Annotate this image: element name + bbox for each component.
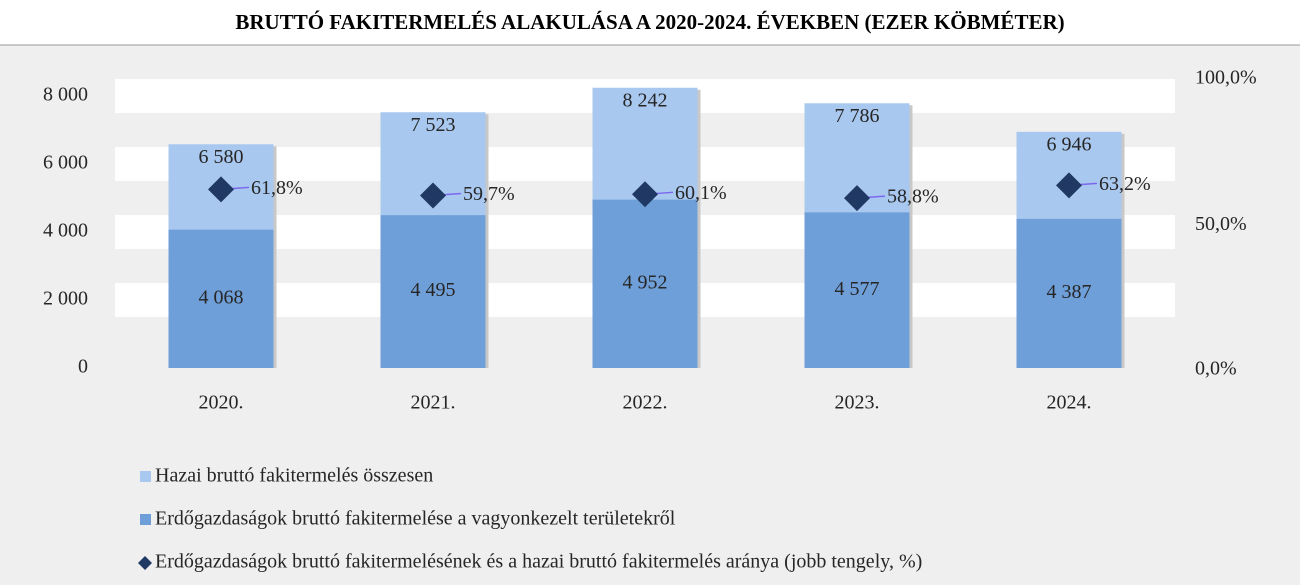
marker bbox=[208, 176, 234, 203]
y-tick-label: 4 000 bbox=[43, 220, 88, 242]
bar bbox=[592, 199, 698, 368]
data-label: 6 946 bbox=[1047, 133, 1092, 155]
y2-tick-label: 100,0% bbox=[1195, 67, 1257, 89]
bar bbox=[168, 229, 274, 368]
legend-label: Hazai bruttó fakitermelés összesen bbox=[155, 465, 433, 487]
data-label: 61,8% bbox=[251, 177, 303, 199]
y-tick-label: 6 000 bbox=[43, 152, 88, 174]
legend-swatch bbox=[140, 471, 151, 482]
marker bbox=[844, 185, 870, 212]
x-tick-label: 2021. bbox=[411, 392, 456, 414]
bar bbox=[804, 212, 910, 368]
data-label: 8 242 bbox=[623, 89, 668, 111]
data-label: 4 952 bbox=[623, 271, 668, 293]
bar bbox=[1016, 218, 1122, 368]
data-label: 6 580 bbox=[199, 146, 244, 168]
data-label: 63,2% bbox=[1099, 173, 1151, 195]
x-tick-label: 2023. bbox=[835, 392, 880, 414]
marker bbox=[1056, 172, 1082, 199]
bar bbox=[380, 215, 486, 368]
data-label: 4 495 bbox=[411, 279, 456, 301]
y-tick-label: 0 bbox=[78, 356, 88, 378]
x-tick-label: 2020. bbox=[199, 392, 244, 414]
legend-label: Erdőgazdaságok bruttó fakitermelése a va… bbox=[155, 508, 676, 530]
legend-label: Erdőgazdaságok bruttó fakitermelésének é… bbox=[155, 551, 922, 573]
data-label: 7 786 bbox=[835, 105, 880, 127]
chart-title: BRUTTÓ FAKITERMELÉS ALAKULÁSA A 2020-202… bbox=[235, 10, 1064, 34]
y2-tick-label: 0,0% bbox=[1195, 358, 1237, 380]
title-background bbox=[0, 0, 1300, 45]
y-tick-label: 2 000 bbox=[43, 288, 88, 310]
data-label: 60,1% bbox=[675, 182, 727, 204]
x-tick-label: 2022. bbox=[623, 392, 668, 414]
marker bbox=[632, 181, 658, 208]
data-label: 58,8% bbox=[887, 186, 939, 208]
data-label: 4 577 bbox=[835, 278, 880, 300]
legend-swatch bbox=[140, 514, 151, 525]
y-tick-label: 8 000 bbox=[43, 84, 88, 106]
legend-marker bbox=[138, 556, 152, 570]
data-label: 7 523 bbox=[411, 114, 456, 136]
marker bbox=[420, 182, 446, 209]
data-label: 4 068 bbox=[199, 286, 244, 308]
data-label: 59,7% bbox=[463, 183, 515, 205]
data-label: 4 387 bbox=[1047, 281, 1092, 303]
x-tick-label: 2024. bbox=[1047, 392, 1092, 414]
y2-tick-label: 50,0% bbox=[1195, 213, 1247, 235]
